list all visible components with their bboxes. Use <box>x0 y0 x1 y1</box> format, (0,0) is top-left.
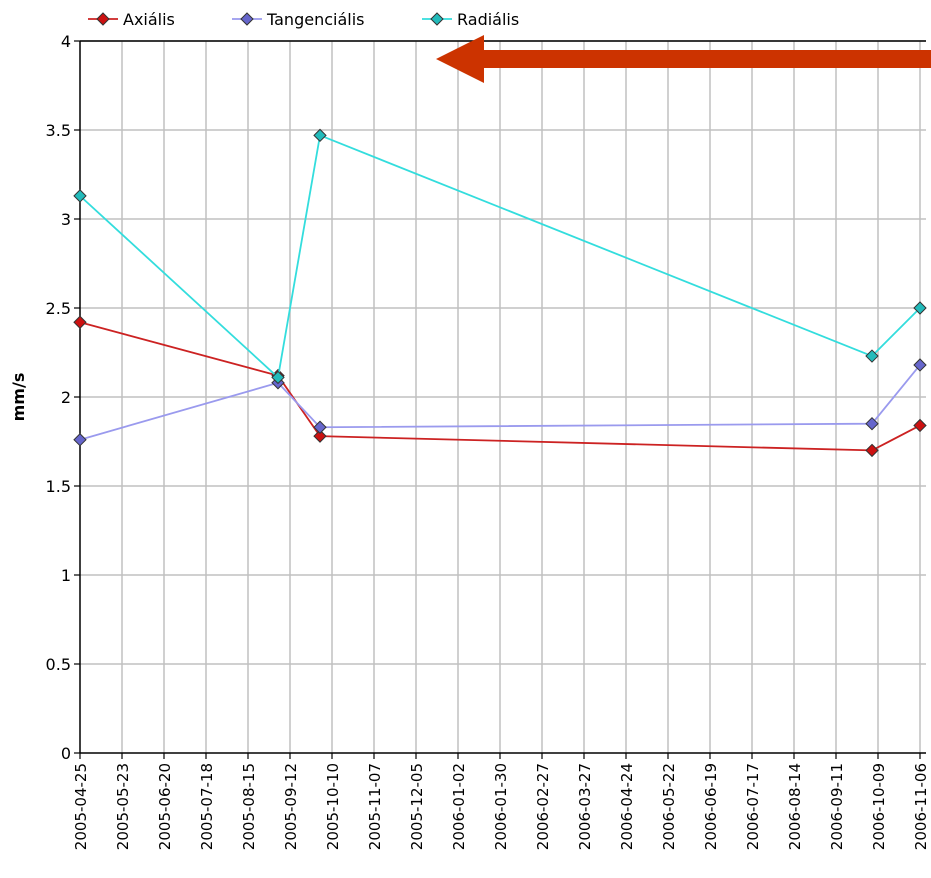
y-tick-label: 0.5 <box>46 655 71 674</box>
x-tick-label: 2005-07-18 <box>198 763 216 850</box>
legend-marker <box>240 12 254 26</box>
data-point <box>73 315 87 329</box>
y-tick-label: 1.5 <box>46 477 71 496</box>
x-tick-label: 2005-11-07 <box>366 763 384 850</box>
data-point <box>313 420 327 434</box>
data-point <box>271 370 285 385</box>
y-axis-label: mm/s <box>9 373 28 422</box>
x-tick-label: 2005-06-20 <box>156 763 174 850</box>
legend: Axiális Tangenciális Radiális <box>88 10 519 29</box>
x-tick-label: 2006-11-06 <box>912 763 930 850</box>
data-point <box>865 416 879 431</box>
legend-marker <box>430 12 444 26</box>
x-tick-label: 2006-05-22 <box>660 763 678 850</box>
arrow-head <box>436 35 484 83</box>
y-tick-label: 3 <box>61 210 71 229</box>
data-point <box>913 418 927 433</box>
y-tick-label: 2.5 <box>46 299 71 318</box>
annotation-arrow <box>436 35 931 83</box>
y-tick-label: 1 <box>61 566 71 585</box>
x-tick-label: 2006-06-19 <box>702 763 720 850</box>
series-2 <box>73 128 927 385</box>
y-tick-label: 3.5 <box>46 121 71 140</box>
x-tick-label: 2006-07-17 <box>744 763 762 850</box>
x-tick-label: 2006-01-02 <box>450 763 468 850</box>
legend-label: Axiális <box>123 10 175 29</box>
legend-label: Radiális <box>457 10 519 29</box>
legend-entry: Radiális <box>422 10 519 29</box>
x-tick-label: 2005-12-05 <box>408 763 426 850</box>
series-layer <box>73 128 927 458</box>
data-point <box>313 429 327 443</box>
data-point <box>865 443 879 458</box>
data-point <box>73 189 87 203</box>
x-tick-label: 2005-04-25 <box>72 763 90 850</box>
legend-marker <box>96 12 110 26</box>
x-tick-label: 2005-10-10 <box>324 763 342 850</box>
y-tick-label: 4 <box>61 32 71 51</box>
x-tick-label: 2006-04-24 <box>618 763 636 850</box>
data-point <box>73 433 87 447</box>
y-axis-ticks: 0 0.5 1 1.5 2 2.5 3 3.5 4 <box>46 32 80 763</box>
y-tick-label: 2 <box>61 388 71 407</box>
grid <box>80 40 926 753</box>
legend-entry: Axiális <box>88 10 175 29</box>
x-tick-label: 2006-08-14 <box>786 763 804 850</box>
y-tick-label: 0 <box>61 744 71 763</box>
x-tick-label: 2005-08-15 <box>240 763 258 850</box>
x-axis-ticks: 2005-04-25 2005-05-23 2005-06-20 2005-07-18… <box>72 753 930 850</box>
data-point <box>313 128 327 143</box>
data-point <box>913 358 927 372</box>
x-tick-label: 2005-05-23 <box>114 763 132 850</box>
x-tick-label: 2006-01-30 <box>492 763 510 850</box>
x-tick-label: 2006-03-27 <box>576 763 594 850</box>
x-tick-label: 2006-09-11 <box>828 763 846 850</box>
legend-entry: Tangenciális <box>232 10 364 29</box>
data-point <box>913 301 927 315</box>
x-tick-label: 2005-09-12 <box>282 763 300 850</box>
legend-label: Tangenciális <box>266 10 364 29</box>
x-tick-label: 2006-10-09 <box>870 763 888 850</box>
data-point <box>865 349 879 363</box>
arrow-shaft <box>482 50 931 68</box>
x-tick-label: 2006-02-27 <box>534 763 552 850</box>
